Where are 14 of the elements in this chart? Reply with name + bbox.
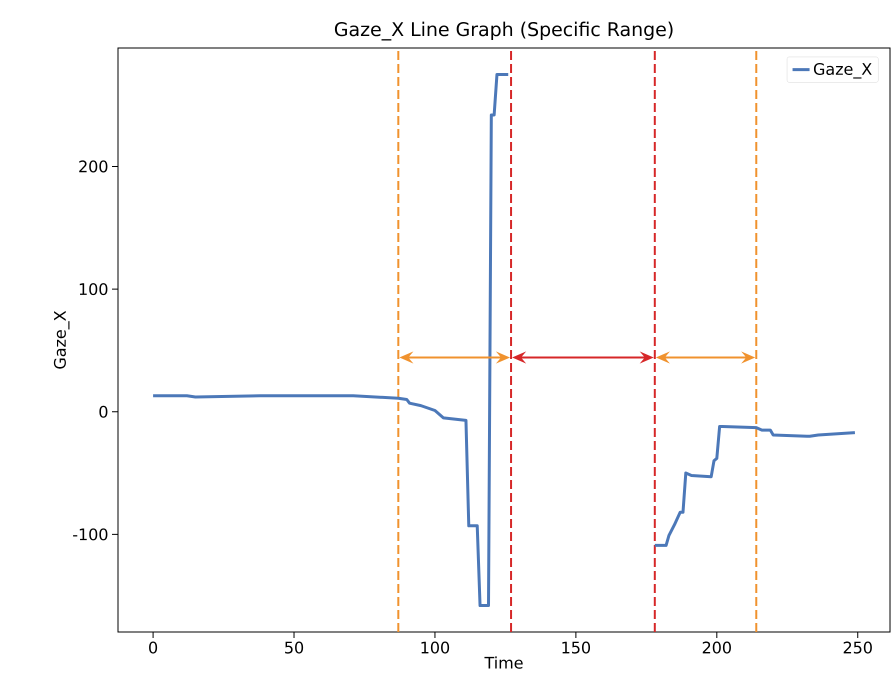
y-tick-label: -100 (73, 528, 108, 540)
legend-label: Gaze_X (814, 62, 872, 79)
y-tick-label: 200 (79, 160, 108, 172)
x-tick-label: 250 (844, 642, 872, 654)
chart-title: Gaze_X Line Graph (Specific Range) (334, 22, 673, 40)
y-tick-label: 0 (99, 406, 108, 418)
x-tick-label: 0 (149, 642, 158, 654)
x-tick-label: 150 (562, 642, 590, 654)
x-axis-title: Time (484, 656, 523, 669)
y-tick-label: 100 (80, 283, 108, 296)
y-axis-title: Gaze_X (54, 310, 70, 369)
x-tick-label: 200 (702, 642, 731, 654)
x-tick-label: 100 (421, 642, 450, 654)
x-tick-label: 50 (285, 642, 304, 654)
